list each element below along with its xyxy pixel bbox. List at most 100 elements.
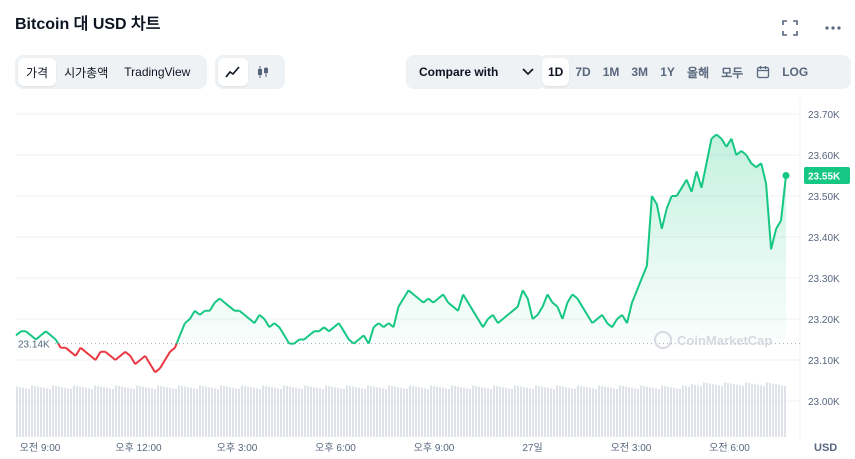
volume-bar [448, 389, 450, 437]
y-tick-label: 23.70K [808, 110, 840, 121]
volume-bar [145, 387, 147, 437]
volume-bar [499, 386, 501, 437]
volume-bar [43, 387, 45, 437]
volume-bar [577, 385, 579, 437]
volume-bar [505, 387, 507, 437]
log-scale-toggle[interactable]: LOG [782, 65, 809, 79]
volume-bar [754, 384, 756, 437]
volume-bar [718, 385, 720, 437]
volume-bar [709, 383, 711, 437]
volume-bar [136, 385, 138, 437]
volume-bar [175, 389, 177, 437]
volume-bar [82, 387, 84, 437]
volume-bar [367, 385, 369, 437]
volume-bar [484, 387, 486, 437]
volume-bar [481, 387, 483, 437]
volume-bar [238, 389, 240, 437]
volume-bar [262, 385, 264, 437]
volume-bar [340, 388, 342, 437]
range-ytd[interactable]: 올해 [687, 65, 710, 80]
date-picker-button[interactable] [749, 58, 776, 86]
volume-bar [724, 382, 726, 437]
y-tick-label: 23.40K [808, 233, 840, 244]
volume-bar [763, 386, 765, 437]
volume-bar [127, 387, 129, 437]
volume-bar [517, 386, 519, 437]
fullscreen-icon[interactable] [780, 18, 800, 38]
volume-bar [739, 385, 741, 437]
range-1y[interactable]: 1Y [660, 65, 675, 79]
more-options-icon[interactable] [823, 18, 843, 38]
volume-bar [700, 386, 702, 437]
volume-bar [403, 388, 405, 437]
volume-bar [721, 386, 723, 437]
volume-bar [169, 387, 171, 437]
volume-bar [244, 386, 246, 437]
volume-bar [703, 382, 705, 437]
tab-price[interactable]: 가격 [18, 58, 57, 86]
volume-bar [439, 387, 441, 437]
volume-bar [151, 388, 153, 437]
volume-bar [553, 389, 555, 437]
calendar-icon [756, 66, 769, 79]
volume-bar [550, 388, 552, 437]
range-3m[interactable]: 3M [631, 65, 649, 79]
volume-bar [526, 387, 528, 437]
range-1m[interactable]: 1M [602, 65, 620, 79]
volume-bar [382, 388, 384, 437]
volume-bar [220, 385, 222, 437]
current-price-label: 23.55K [808, 172, 841, 183]
volume-bar [445, 388, 447, 437]
volume-bar [451, 385, 453, 437]
volume-bar [58, 386, 60, 437]
y-tick-label: 23.10K [808, 356, 840, 367]
volume-bar [253, 387, 255, 437]
volume-bar [28, 389, 30, 437]
volume-bar [106, 387, 108, 437]
range-all[interactable]: 모두 [721, 65, 744, 80]
line-chart-button[interactable] [218, 58, 248, 86]
volume-bar [214, 388, 216, 437]
currency-label: USD [814, 442, 837, 454]
volume-bar [103, 387, 105, 437]
tab-tradingview[interactable]: TradingView [124, 65, 191, 79]
volume-bar [430, 385, 432, 437]
volume-bar [784, 386, 786, 437]
range-7d[interactable]: 7D [575, 65, 591, 79]
volume-bar [274, 387, 276, 437]
range-1d[interactable]: 1D [542, 58, 570, 86]
chart-type-tabs: 가격 시가총액 TradingView [15, 55, 207, 89]
volume-bar [166, 387, 168, 437]
volume-bar [211, 387, 213, 437]
compare-with-dropdown[interactable]: Compare with [406, 55, 546, 89]
volume-bar [271, 387, 273, 437]
volume-bar [289, 386, 291, 437]
volume-bar [751, 383, 753, 437]
volume-bar [193, 388, 195, 437]
volume-bar [148, 387, 150, 437]
volume-bar [691, 384, 693, 437]
volume-bar [757, 384, 759, 437]
volume-bar [301, 389, 303, 437]
volume-bar [670, 387, 672, 437]
tab-market-cap[interactable]: 시가총액 [64, 65, 109, 80]
volume-bar [532, 389, 534, 437]
y-tick-label: 23.00K [808, 397, 840, 408]
volume-bar [598, 385, 600, 437]
candlestick-button[interactable] [248, 58, 278, 86]
volume-bar [268, 386, 270, 437]
x-tick-label: 오후 12:00 [115, 442, 162, 454]
volume-bar [781, 385, 783, 437]
volume-bar [730, 383, 732, 437]
volume-bar [40, 387, 42, 437]
volume-bar [490, 389, 492, 437]
volume-bar [319, 388, 321, 437]
y-tick-label: 23.50K [808, 192, 840, 203]
volume-bar [64, 387, 66, 437]
volume-bar [679, 389, 681, 437]
x-axis: 오전 9:00 오후 12:00 오후 3:00 오후 6:00 오후 9:00 27일 오… [20, 442, 751, 454]
watermark-text: CoinMarketCap [677, 333, 772, 348]
price-line-above [15, 133, 787, 345]
volume-bar [427, 389, 429, 437]
